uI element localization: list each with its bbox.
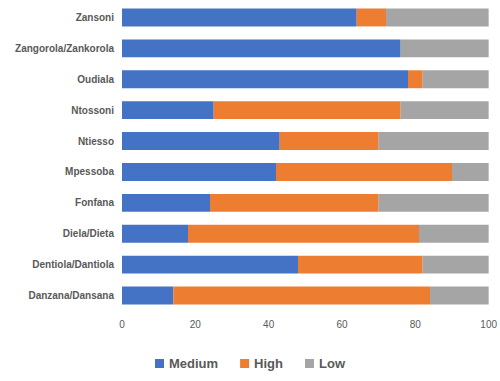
svg-text:Diela/Dieta: Diela/Dieta (63, 228, 115, 239)
svg-text:Mpessoba: Mpessoba (65, 166, 114, 177)
svg-text:Medium: Medium (169, 356, 218, 371)
svg-text:Oudiala: Oudiala (77, 74, 114, 85)
svg-text:0: 0 (119, 319, 125, 330)
svg-text:High: High (254, 356, 283, 371)
svg-text:Ntossoni: Ntossoni (71, 105, 114, 116)
svg-text:Danzana/Dansana: Danzana/Dansana (28, 290, 114, 301)
svg-text:Ntiesso: Ntiesso (78, 136, 114, 147)
svg-text:Zansoni: Zansoni (76, 12, 115, 23)
svg-text:40: 40 (263, 319, 275, 330)
svg-text:Dentiola/Dantiola: Dentiola/Dantiola (32, 259, 114, 270)
svg-text:100: 100 (480, 319, 497, 330)
svg-text:60: 60 (336, 319, 348, 330)
svg-text:20: 20 (190, 319, 202, 330)
svg-text:Low: Low (319, 356, 346, 371)
svg-text:Fonfana: Fonfana (75, 197, 114, 208)
svg-text:Zangorola/Zankorola: Zangorola/Zankorola (15, 43, 114, 54)
svg-text:80: 80 (410, 319, 422, 330)
